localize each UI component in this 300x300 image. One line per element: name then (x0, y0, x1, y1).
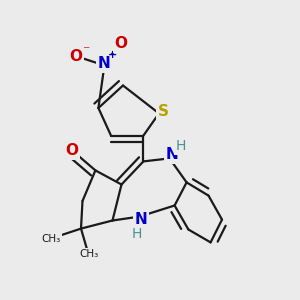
Text: N: N (166, 147, 178, 162)
Text: H: H (132, 227, 142, 241)
Text: H: H (176, 140, 186, 153)
Text: O: O (69, 49, 82, 64)
Text: CH₃: CH₃ (79, 249, 98, 260)
Text: CH₃: CH₃ (41, 233, 61, 244)
Text: N: N (135, 212, 147, 226)
Text: +: + (108, 50, 117, 60)
Text: N: N (98, 56, 111, 71)
Text: S: S (158, 104, 169, 119)
Text: O: O (65, 143, 79, 158)
Text: O: O (114, 36, 128, 51)
Text: ⁻: ⁻ (82, 45, 90, 58)
